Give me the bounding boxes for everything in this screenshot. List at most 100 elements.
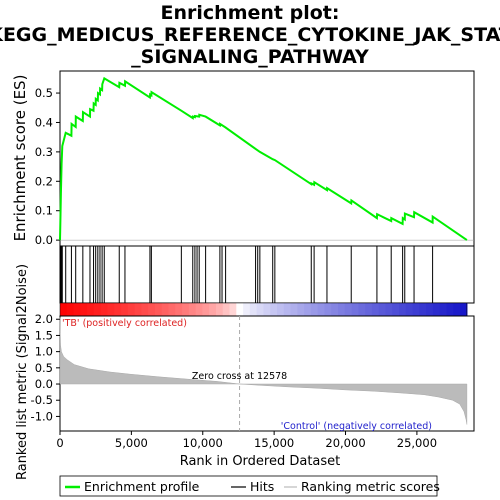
color-bar-segment [195,303,204,316]
metric-tick-label: 0.0 [35,377,53,391]
color-bar-segment [385,303,393,316]
metric-axis-ticks: -1.0 -0.5 0.0 0.5 1.0 1.5 2.0 [31,312,60,423]
color-bar-segment [148,303,156,316]
color-bar-segment [60,303,68,316]
color-bar-segment [168,303,176,316]
es-tick-label: 0.3 [35,145,53,159]
x-tick-label: 15,000 [254,436,294,450]
color-bar-segment [243,303,251,316]
negative-correlation-label: 'Control' (negatively correlated) [281,421,432,432]
color-bar-segment [432,303,441,316]
color-bar-segment [331,303,339,316]
color-bar-segment [412,303,420,316]
metric-tick-label: 2.0 [35,312,53,326]
color-bar-segment [249,303,258,316]
color-bar-segment [209,303,217,316]
color-bar-segment [399,303,407,316]
color-bar-segment [338,303,346,316]
es-tick-label: 0.1 [35,204,53,218]
es-y-axis-label: Enrichment score (ES) [11,75,29,242]
color-bar-segment [202,303,210,316]
color-bar-segment [405,303,414,316]
color-bar-segment [127,303,136,316]
color-bar-segment [154,303,163,316]
color-bar-segment [378,303,387,316]
color-bar-segment [392,303,400,316]
x-axis-ticks: 0 5,000 10,000 15,000 20,000 25,000 [56,431,437,450]
chart-title-line-1: Enrichment plot: [161,2,340,24]
color-bar-segment [80,303,88,316]
es-panel [59,70,475,247]
chart-title-line-3: _SIGNALING_PATHWAY [131,46,369,68]
x-tick-label: 25,000 [397,436,437,450]
color-bar-segment [256,303,265,316]
color-bar-segment [358,303,366,316]
color-bar-segment [344,303,353,316]
rank-color-bar [59,302,468,317]
color-bar-segment [229,303,237,316]
color-bar-segment [141,303,149,316]
color-bar-segment [297,303,305,316]
enrichment-profile-line [59,76,468,241]
metric-panel [59,315,475,432]
es-tick-label: 0.4 [35,115,53,129]
color-bar-segment [324,303,332,316]
color-bar-segment [107,303,115,316]
color-bar-segment [66,303,75,316]
legend-hits-label: Hits [250,479,274,494]
color-bar-segment [304,303,312,316]
metric-tick-label: 1.0 [35,345,53,359]
color-bar-segment [93,303,102,316]
positive-correlation-label: 'TB' (positively correlated) [62,318,187,329]
es-tick-label: 0.5 [35,86,53,100]
metric-tick-label: 0.5 [35,361,53,375]
color-bar-segment [371,303,380,316]
es-axis-ticks: 0.0 0.1 0.2 0.3 0.4 0.5 [35,86,60,247]
es-tick-label: 0.0 [35,233,53,247]
color-bar-segment [310,303,319,316]
color-bar-segment [182,303,190,316]
color-bar-segment [439,303,448,316]
es-tick-label: 0.2 [35,174,53,188]
color-bar-segment [426,303,434,316]
legend-box [59,475,438,497]
color-bar-segment [446,303,454,316]
x-tick-label: 20,000 [325,436,365,450]
color-bar-segment [365,303,373,316]
metric-tick-label: -0.5 [31,393,53,407]
legend-metric-label: Ranking metric scores [301,479,440,494]
color-bar-segment [73,303,81,316]
color-bar-segment [351,303,359,316]
hits-panel [59,245,475,304]
color-bar-segment [290,303,298,316]
chart-title-line-2: KEGG_MEDICUS_REFERENCE_CYTOKINE_JAK_STAT [0,24,500,46]
color-bar-segment [317,303,326,316]
color-bar-segment [222,303,231,316]
color-bar-segment [276,303,285,316]
color-bar-segment [134,303,142,316]
color-bar-segment [419,303,427,316]
color-bar-segment [236,303,244,316]
ranking-metric-area [59,317,468,425]
color-bar-segment [188,303,197,316]
metric-tick-label: -1.0 [31,409,53,423]
color-bar-segment [121,303,129,316]
legend-es-label: Enrichment profile [84,479,200,494]
zero-cross-label: Zero cross at 12578 [192,371,287,382]
color-bar-segment [270,303,278,316]
color-bar-segment [283,303,292,316]
x-axis-label: Rank in Ordered Dataset [180,454,341,469]
color-bar-segment [87,303,95,316]
metric-y-axis-label: Ranked list metric (Signal2Noise) [15,264,30,480]
x-tick-label: 10,000 [183,436,223,450]
x-tick-label: 5,000 [115,436,148,450]
x-tick-label: 0 [56,436,63,450]
color-bar-segment [460,303,468,316]
color-bar-segment [175,303,183,316]
color-bar-segment [453,303,461,316]
color-bar-segment [263,303,271,316]
metric-tick-label: 1.5 [35,328,53,342]
color-bar-segment [100,303,109,316]
color-bar-segment [161,303,170,316]
